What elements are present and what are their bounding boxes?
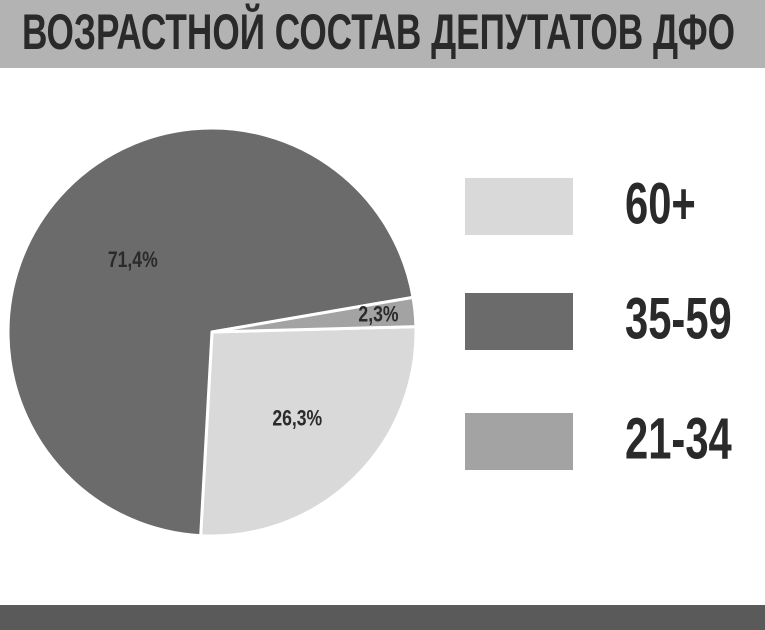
title-band: [0, 0, 765, 68]
chart-title: ВОЗРАСТНОЙ СОСТАВ ДЕПУТАТОВ ДФО: [22, 3, 735, 60]
slice-label: 2,3%: [358, 303, 398, 327]
slice-label: 71,4%: [108, 248, 158, 272]
pie-slice: [6, 126, 415, 538]
pie-slice: [199, 325, 418, 538]
legend-label: 21-34: [625, 406, 732, 471]
legend-swatch: [465, 293, 573, 350]
pie-slice: [211, 295, 418, 334]
legend-swatch: [465, 413, 573, 470]
legend-label: 60+: [625, 171, 696, 236]
legend-swatch: [465, 178, 573, 235]
slice-label: 26,3%: [272, 407, 322, 431]
footer-band: [0, 605, 765, 630]
legend-label: 35-59: [625, 286, 732, 351]
